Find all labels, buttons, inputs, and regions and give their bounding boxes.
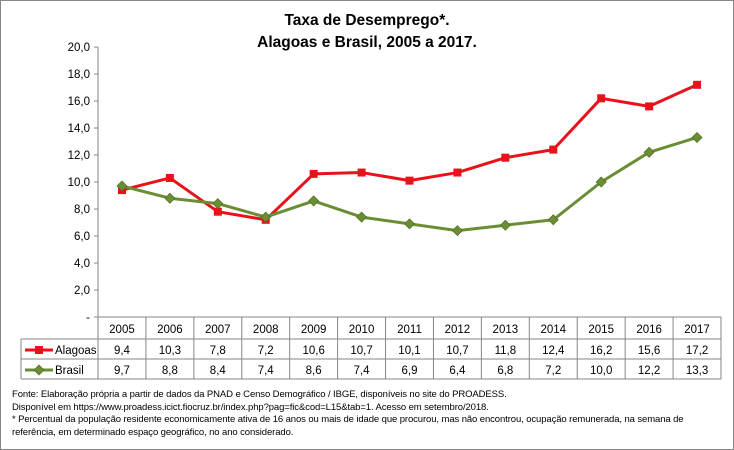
- table-cell-alagoas: 12,4: [542, 345, 565, 357]
- table-cell-brasil: 7,2: [545, 365, 561, 377]
- data-point-brasil: [308, 195, 320, 207]
- y-tick-label: 6,0: [74, 231, 90, 243]
- x-tick-label: 2017: [684, 324, 710, 336]
- table-cell-brasil: 8,6: [306, 365, 322, 377]
- data-point-alagoas: [645, 102, 654, 111]
- y-tick-label: 16,0: [68, 96, 90, 108]
- table-cell-brasil: 13,3: [686, 365, 708, 377]
- legend-label-brasil: Brasil: [55, 365, 84, 377]
- x-tick-label: 2005: [109, 324, 135, 336]
- x-tick-label: 2013: [493, 324, 519, 336]
- data-point-brasil: [356, 211, 368, 223]
- data-point-alagoas: [357, 168, 366, 177]
- definition-note: * Percentual da população residente econ…: [12, 414, 684, 426]
- legend-marker-diamond-icon: [33, 364, 45, 376]
- x-tick-label: 2006: [157, 324, 183, 336]
- data-point-alagoas: [549, 145, 558, 154]
- data-point-brasil: [451, 225, 463, 237]
- data-point-alagoas: [453, 168, 462, 177]
- data-point-alagoas: [165, 173, 174, 182]
- table-cell-brasil: 7,4: [354, 365, 371, 377]
- source-note: Fonte: Elaboração própria a partir de da…: [12, 389, 507, 400]
- y-tick-label: 4,0: [74, 258, 90, 270]
- y-tick-label: 8,0: [74, 204, 90, 216]
- table-cell-alagoas: 16,2: [590, 345, 612, 357]
- data-point-brasil: [212, 198, 224, 210]
- y-tick-label: 12,0: [68, 150, 90, 162]
- table-cell-brasil: 6,9: [402, 365, 418, 377]
- x-tick-label: 2016: [636, 324, 662, 336]
- x-tick-label: 2014: [540, 324, 566, 336]
- y-tick-label: 18,0: [68, 69, 90, 81]
- data-point-alagoas: [597, 94, 606, 103]
- availability-note: Disponível em https://www.proadess.icict…: [12, 401, 489, 413]
- table-cell-brasil: 6,4: [449, 365, 466, 377]
- x-tick-label: 2007: [205, 324, 231, 336]
- data-point-brasil: [499, 219, 511, 231]
- table-cell-alagoas: 11,8: [495, 345, 517, 357]
- data-point-alagoas: [501, 153, 510, 162]
- data-point-brasil: [691, 131, 703, 143]
- table-cell-alagoas: 10,7: [350, 345, 372, 357]
- table-cell-alagoas: 10,7: [446, 345, 468, 357]
- table-cell-alagoas: 7,2: [258, 345, 274, 357]
- table-cell-alagoas: 10,3: [159, 345, 181, 357]
- line-chart: Taxa de Desemprego*. Alagoas e Brasil, 2…: [20, 12, 722, 380]
- table-cell-alagoas: 17,2: [686, 345, 708, 357]
- x-tick-label: 2009: [301, 324, 327, 336]
- table-cell-brasil: 6,8: [497, 365, 513, 377]
- x-tick-label: 2015: [588, 324, 614, 336]
- table-cell-brasil: 9,7: [114, 365, 130, 377]
- y-tick-label: 2,0: [74, 285, 90, 297]
- chart-title-line-2: Alagoas e Brasil, 2005 a 2017.: [257, 34, 477, 51]
- data-point-alagoas: [309, 169, 318, 178]
- series-line-alagoas: [121, 83, 698, 222]
- table-cell-brasil: 12,2: [638, 365, 660, 377]
- table-cell-brasil: 8,8: [162, 365, 178, 377]
- data-point-brasil: [547, 214, 559, 226]
- chart-title-line-1: Taxa de Desemprego*.: [284, 12, 449, 29]
- y-tick-label: 10,0: [68, 177, 90, 189]
- table-cell-brasil: 7,4: [258, 365, 275, 377]
- data-point-brasil: [404, 218, 415, 230]
- table-cell-brasil: 10,0: [590, 365, 612, 377]
- footnotes: Fonte: Elaboração própria a partir de da…: [12, 389, 727, 439]
- legend-marker-square-icon: [35, 346, 43, 354]
- table-cell-alagoas: 10,1: [398, 345, 420, 357]
- table-cell-alagoas: 10,6: [302, 345, 324, 357]
- table-cell-brasil: 8,4: [210, 365, 227, 377]
- y-tick-label: -: [86, 312, 90, 324]
- data-point-brasil: [595, 176, 607, 188]
- x-tick-label: 2012: [445, 324, 471, 336]
- data-point-brasil: [116, 180, 128, 192]
- y-tick-label: 20,0: [68, 42, 90, 54]
- data-point-alagoas: [693, 80, 702, 89]
- data-point-alagoas: [213, 207, 222, 216]
- data-point-brasil: [164, 192, 176, 204]
- data-point-brasil: [643, 146, 655, 158]
- table-cell-alagoas: 9,4: [114, 345, 131, 357]
- x-tick-label: 2008: [253, 324, 279, 336]
- x-tick-label: 2010: [349, 324, 375, 336]
- legend-label-alagoas: Alagoas: [55, 345, 97, 357]
- definition-note-cont: referência, em determinado espaço geográ…: [12, 426, 294, 438]
- table-cell-alagoas: 7,8: [210, 345, 226, 357]
- y-tick-label: 14,0: [68, 123, 90, 135]
- data-point-alagoas: [405, 176, 414, 185]
- x-tick-label: 2011: [397, 324, 422, 336]
- table-cell-alagoas: 15,6: [638, 345, 660, 357]
- data-point-brasil: [260, 211, 272, 223]
